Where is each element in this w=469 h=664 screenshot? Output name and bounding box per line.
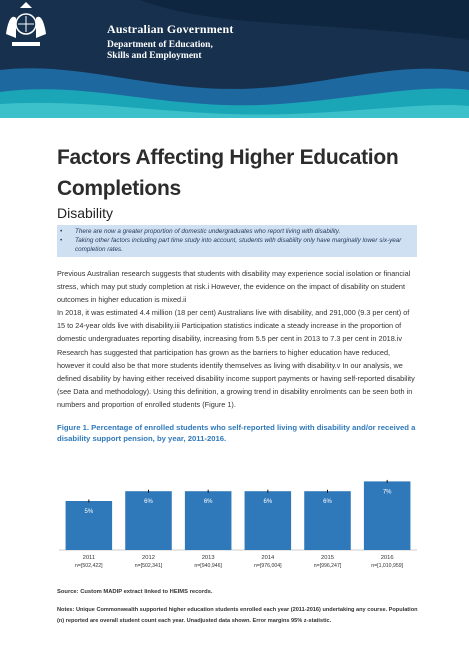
data-label: 6% [263,499,272,505]
header-banner: Australian Government Department of Educ… [0,0,469,118]
data-label: 6% [323,499,332,505]
data-label: 6% [204,499,213,505]
x-tick-label: 2014 [261,555,275,561]
figure-notes: Notes: Unique Commonwealth supported hig… [57,607,418,624]
department-line-1: Department of Education, [107,40,213,50]
coat-of-arms-icon [6,2,46,46]
x-tick-label: 2013 [202,555,215,561]
figure-title: Figure 1. Percentage of enrolled student… [57,423,416,443]
x-tick-label: 2012 [142,555,155,561]
section-heading: Disability [57,205,114,221]
data-label: 6% [144,499,153,505]
bar-2016 [363,481,411,550]
x-tick-sublabel: n=[1,010,959] [371,563,403,569]
page-title: Factors Affecting Higher Education Compl… [57,146,399,200]
department-line-2: Skills and Employment [107,51,202,61]
figure-source: Source: Custom MADIP extract linked to H… [57,589,213,595]
bar-2012 [125,491,172,550]
x-tick-sublabel: n=[976,004] [254,563,282,569]
key-point-text: There are now a greater proportion of do… [75,228,341,235]
x-tick-sublabel: n=[502,422] [75,563,103,569]
data-label: 5% [84,509,93,515]
body-paragraph: In 2018, it was estimated 4.4 million (1… [57,308,415,410]
bar-2015 [304,491,351,550]
bullet-icon: • [60,237,63,244]
bar-2011 [65,501,113,550]
x-tick-label: 2015 [321,555,334,561]
government-logo-text: Australian Government Department of Educ… [107,22,234,62]
x-tick-sublabel: n=[940,946] [194,563,222,569]
bar-2013 [184,491,232,550]
x-tick-label: 2011 [83,555,95,561]
bullet-icon: • [60,228,63,235]
body-paragraph: Previous Australian research suggests th… [57,269,411,305]
banner-waves [0,0,469,118]
bar-chart: 5% 2011 n=[502,422] 6% 2012 n=[502,341] 6% 2013… [59,479,417,569]
data-label: 7% [383,489,392,495]
bar-2014 [244,491,292,550]
key-point-text: Taking other factors including part time… [75,237,402,253]
key-point: • There are now a greater proportion of d… [57,227,417,236]
x-tick-label: 2016 [381,555,394,561]
department-name: Department of Education, Skills and Empl… [107,40,234,62]
x-tick-sublabel: n=[502,341] [135,563,163,569]
government-title: Australian Government [107,22,234,36]
x-tick-sublabel: n=[996,247] [314,563,342,569]
key-points-box: • There are now a greater proportion of d… [57,225,417,257]
key-point: • Taking other factors including part tim… [57,236,417,254]
